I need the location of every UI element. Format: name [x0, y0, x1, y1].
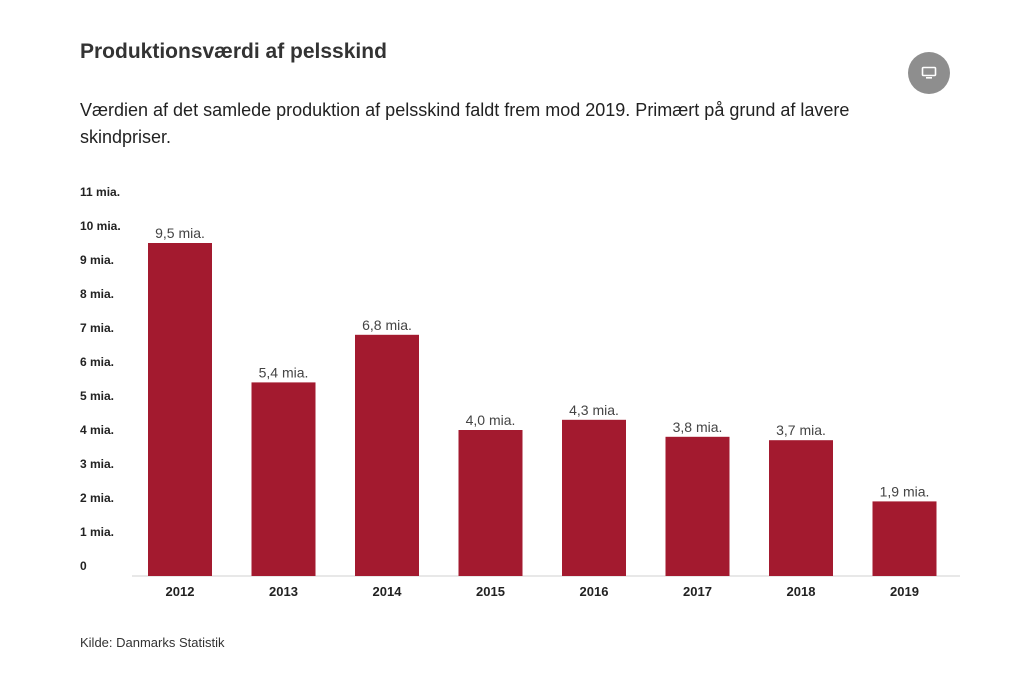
y-tick-label: 10 mia. — [80, 219, 121, 233]
x-tick-label-2014: 2014 — [373, 584, 403, 599]
y-tick-label: 4 mia. — [80, 423, 114, 437]
value-label-2014: 6,8 mia. — [362, 317, 412, 333]
x-tick-label-2015: 2015 — [476, 584, 505, 599]
y-tick-label: 8 mia. — [80, 287, 114, 301]
bars — [148, 243, 937, 576]
x-tick-label-2012: 2012 — [166, 584, 195, 599]
bar-2012 — [148, 243, 212, 576]
bar-2017 — [665, 436, 730, 576]
monitor-icon — [921, 66, 937, 79]
x-tick-label-2017: 2017 — [683, 584, 712, 599]
y-tick-label: 5 mia. — [80, 389, 114, 403]
x-axis: 2012 2013 2014 2015 2016 2017 2018 2019 — [166, 584, 919, 599]
y-tick-label: 1 mia. — [80, 525, 114, 539]
bar-2013 — [251, 382, 316, 576]
value-label-2013: 5,4 mia. — [259, 364, 309, 380]
bar-chart: 0 1 mia. 2 mia. 3 mia. 4 mia. 5 mia. 6 mia. 7 m… — [80, 185, 960, 599]
bar-2019 — [872, 501, 937, 576]
y-tick-label: 11 mia. — [80, 185, 120, 199]
y-tick-label: 9 mia. — [80, 253, 114, 267]
y-tick-label: 7 mia. — [80, 321, 114, 335]
chart-subtitle: Værdien af det samlede produktion af pel… — [80, 100, 850, 147]
value-label-2016: 4,3 mia. — [569, 402, 619, 418]
y-axis: 0 1 mia. 2 mia. 3 mia. 4 mia. 5 mia. 6 mia. 7 m… — [80, 185, 121, 573]
x-tick-label-2019: 2019 — [890, 584, 919, 599]
bar-2015 — [458, 430, 523, 576]
fullscreen-button[interactable] — [908, 52, 950, 94]
x-tick-label-2018: 2018 — [787, 584, 816, 599]
y-tick-label: 2 mia. — [80, 491, 114, 505]
value-label-2017: 3,8 mia. — [673, 419, 723, 435]
bar-2018 — [769, 440, 833, 576]
value-label-2012: 9,5 mia. — [155, 225, 205, 241]
value-label-2015: 4,0 mia. — [466, 412, 516, 428]
x-tick-label-2013: 2013 — [269, 584, 298, 599]
value-labels: 9,5 mia. 5,4 mia. 6,8 mia. 4,0 mia. 4,3 mia.… — [155, 225, 929, 499]
chart-title: Produktionsværdi af pelsskind — [80, 40, 387, 63]
y-tick-label: 6 mia. — [80, 355, 114, 369]
bar-2016 — [562, 419, 626, 576]
x-tick-label-2016: 2016 — [580, 584, 609, 599]
y-tick-label: 3 mia. — [80, 457, 114, 471]
value-label-2019: 1,9 mia. — [880, 483, 930, 499]
bar-2014 — [355, 334, 419, 576]
y-tick-label: 0 — [80, 559, 87, 573]
value-label-2018: 3,7 mia. — [776, 422, 826, 438]
source-note: Kilde: Danmarks Statistik — [80, 635, 225, 650]
